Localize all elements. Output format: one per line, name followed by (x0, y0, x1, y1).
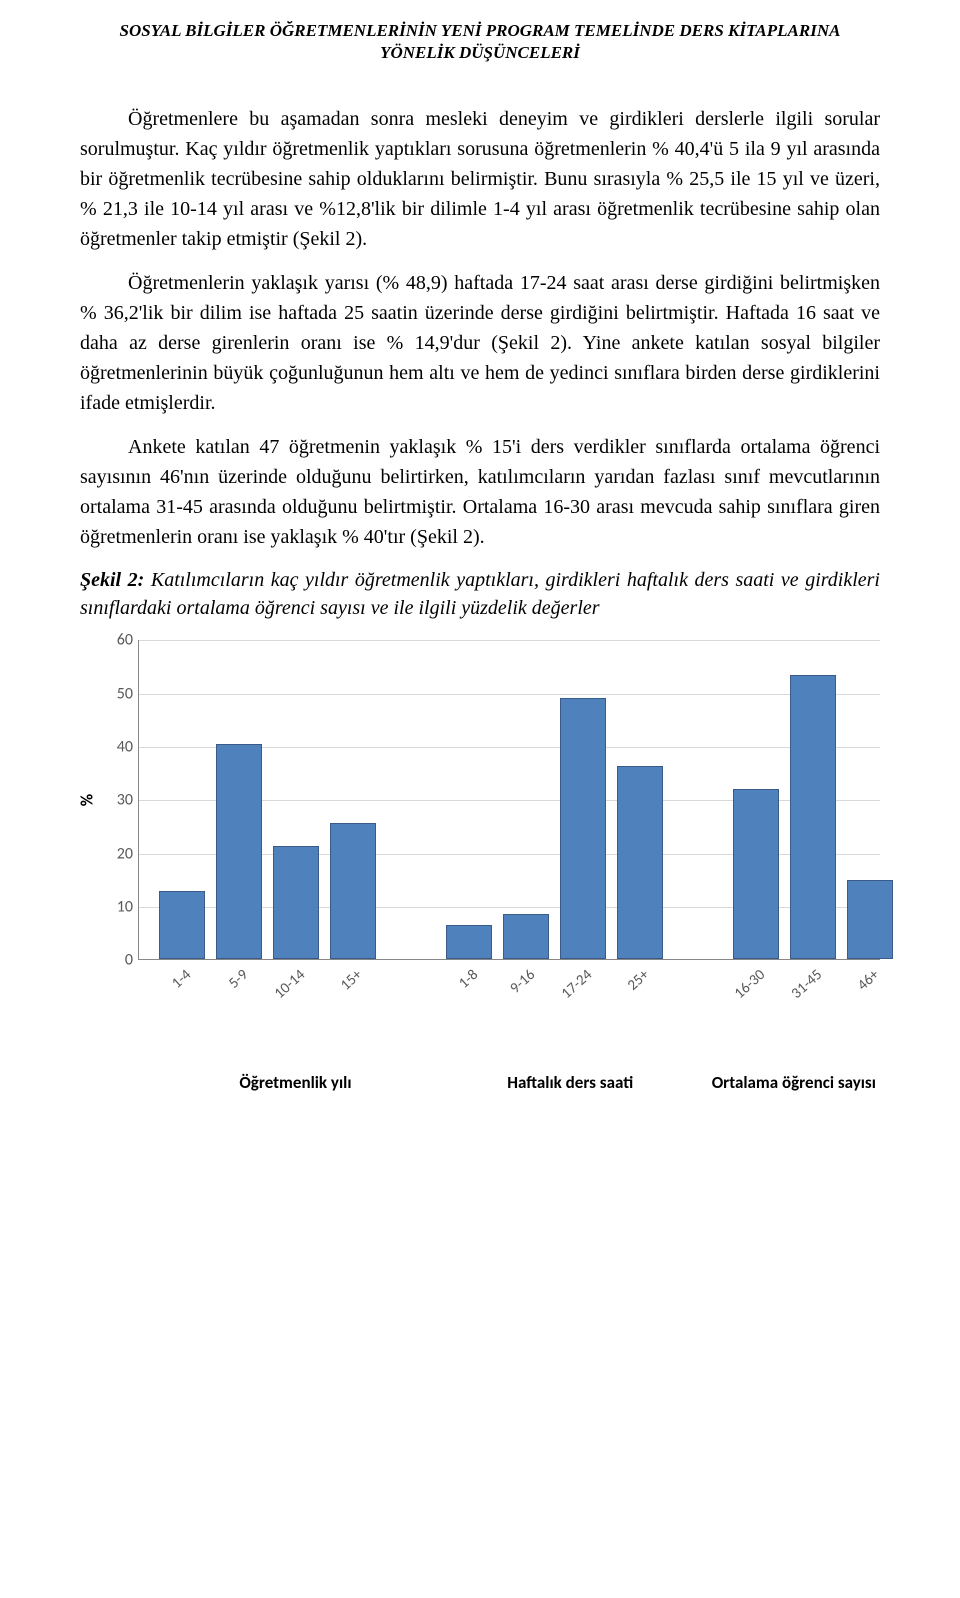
chart-y-tick: 20 (117, 844, 133, 863)
chart-x-tick: 15+ (337, 966, 366, 995)
figure-2-caption-text: Katılımcıların kaç yıldır öğretmenlik ya… (80, 569, 880, 619)
chart-y-tick: 10 (117, 897, 133, 916)
figure-2-caption: Şekil 2: Katılımcıların kaç yıldır öğret… (80, 566, 880, 622)
chart-bar (273, 846, 319, 960)
chart-x-tick: 1-8 (455, 966, 482, 993)
chart-bar (216, 744, 262, 959)
figure-2-label: Şekil 2: (80, 569, 144, 591)
body-text: Öğretmenlere bu aşamadan sonra mesleki d… (80, 104, 880, 552)
chart-bar (847, 880, 893, 959)
chart-y-tick: 40 (117, 737, 133, 756)
chart-bar (560, 698, 606, 959)
chart-bar (617, 766, 663, 959)
chart-bar (790, 675, 836, 959)
chart-y-tick: 30 (117, 791, 133, 810)
chart-group-label: Haftalık ders saati (433, 1072, 708, 1093)
chart-group-label: Öğretmenlik yılı (158, 1072, 433, 1093)
chart-group-labels: Öğretmenlik yılıHaftalık ders saatiOrtal… (138, 1072, 880, 1093)
chart-bars (139, 640, 880, 959)
header-line-1: SOSYAL BİLGİLER ÖĞRETMENLERİNİN YENİ PRO… (80, 20, 880, 42)
chart-x-tick: 16-30 (731, 966, 769, 1003)
chart-y-axis-label: % (77, 793, 98, 805)
paragraph-1: Öğretmenlere bu aşamadan sonra mesleki d… (80, 104, 880, 254)
chart-y-tick: 50 (117, 684, 133, 703)
chart-bar (733, 789, 779, 959)
chart-bar (503, 914, 549, 959)
chart-x-tick: 31-45 (788, 966, 826, 1003)
chart-group-label: Ortalama öğrenci sayısı (708, 1072, 880, 1093)
paragraph-3: Ankete katılan 47 öğretmenin yaklaşık % … (80, 432, 880, 552)
chart-bar (159, 891, 205, 959)
chart-bar (330, 823, 376, 959)
chart-x-tick: 17-24 (558, 966, 596, 1003)
chart-x-tick: 5-9 (225, 966, 252, 993)
chart-x-tick: 9-16 (507, 966, 539, 998)
header-line-2: YÖNELİK DÜŞÜNCELERİ (80, 42, 880, 64)
paragraph-2: Öğretmenlerin yaklaşık yarısı (% 48,9) h… (80, 268, 880, 418)
chart-plot-area: % 0102030405060 (138, 640, 880, 960)
chart-y-tick: 0 (125, 951, 133, 970)
chart-x-tick: 46+ (854, 966, 883, 995)
chart-y-tick: 60 (117, 631, 133, 650)
chart-x-tick: 10-14 (271, 966, 309, 1003)
chart-bar (446, 925, 492, 959)
chart-x-tick: 25+ (624, 966, 653, 995)
page-header: SOSYAL BİLGİLER ÖĞRETMENLERİNİN YENİ PRO… (80, 20, 880, 64)
figure-2-chart: % 0102030405060 1-4 5-9 10-14 15+ 1-8 9-16 17-… (80, 640, 880, 1093)
chart-x-tick: 1-4 (168, 966, 195, 993)
chart-x-tick-labels: 1-4 5-9 10-14 15+ 1-8 9-16 17-24 25+ 16-30 31-45 4… (138, 966, 880, 1016)
